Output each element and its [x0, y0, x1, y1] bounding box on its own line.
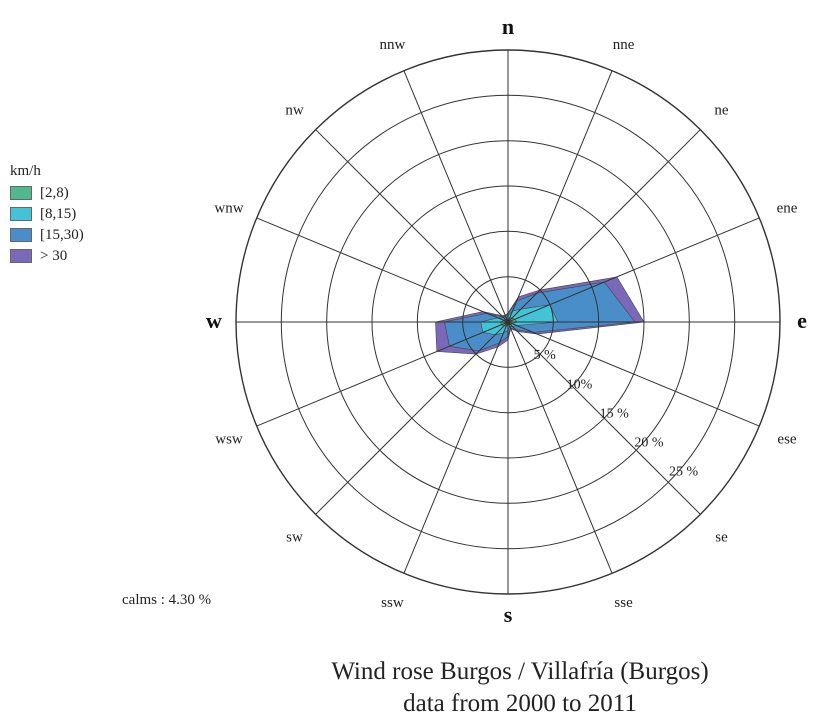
direction-label-nw: nw [285, 103, 304, 119]
chart-subtitle: data from 2000 to 2011 [403, 690, 637, 717]
legend-item-2-8: [2,8) [10, 182, 84, 203]
direction-label-wsw: wsw [215, 432, 243, 448]
wind-rose-areas [435, 276, 645, 355]
direction-label-e: e [797, 308, 807, 333]
grid-spoke [315, 129, 509, 323]
direction-label-sw: sw [286, 530, 303, 546]
grid-spoke [256, 217, 509, 323]
direction-label-s: s [504, 602, 513, 627]
legend-swatch [10, 206, 32, 221]
chart-title: Wind rose Burgos / Villafría (Burgos) [331, 658, 709, 685]
legend: km/h [2,8) [8,15) [15,30) > 30 [10, 160, 84, 266]
legend-swatch [10, 248, 32, 263]
ring-label: 20 % [634, 436, 664, 451]
legend-label: > 30 [40, 247, 68, 264]
direction-label-se: se [715, 530, 728, 546]
direction-label-ne: ne [714, 103, 729, 119]
legend-swatch [10, 227, 32, 242]
legend-swatch [10, 185, 32, 200]
ring-label: 10% [567, 377, 593, 392]
direction-label-ssw: ssw [381, 595, 404, 611]
wind-rose-grid [235, 49, 781, 595]
direction-label-sse: sse [614, 595, 633, 611]
direction-label-wnw: wnw [214, 200, 243, 216]
legend-label: [15,30) [40, 226, 84, 243]
grid-spoke [403, 70, 509, 323]
grid-spoke [507, 321, 701, 515]
legend-item-15-30: [15,30) [10, 224, 84, 245]
legend-title: km/h [10, 163, 41, 179]
grid-spoke [507, 129, 701, 323]
grid-spoke [315, 321, 509, 515]
direction-label-ene: ene [777, 200, 798, 216]
grid-spoke [507, 70, 613, 323]
grid-spoke [507, 217, 760, 323]
ring-label: 5 % [534, 348, 557, 363]
grid-spoke [507, 321, 760, 427]
chart-title-block: Wind rose Burgos / Villafría (Burgos) da… [250, 656, 790, 720]
ring-labels: 5 % 10% 15 % 20 % 25 % [534, 348, 699, 480]
legend-item-8-15: [8,15) [10, 203, 84, 224]
direction-label-nnw: nnw [379, 37, 405, 53]
legend-label: [2,8) [40, 184, 69, 201]
direction-label-w: w [206, 308, 222, 333]
grid-spoke [256, 321, 509, 427]
ring-label: 25 % [669, 465, 699, 480]
calms-note: calms : 4.30 % [122, 592, 212, 608]
direction-label-ese: ese [777, 432, 796, 448]
ring-label: 15 % [600, 406, 630, 421]
direction-label-n: n [502, 14, 514, 39]
direction-label-nne: nne [613, 37, 635, 53]
grid-spoke [403, 321, 509, 574]
legend-item-over-30: > 30 [10, 245, 84, 266]
legend-label: [8,15) [40, 205, 77, 222]
grid-spoke [507, 321, 613, 574]
direction-labels: n nne ne ene e ese se sse s ssw sw wsw w wnw nw nnw [206, 14, 807, 627]
